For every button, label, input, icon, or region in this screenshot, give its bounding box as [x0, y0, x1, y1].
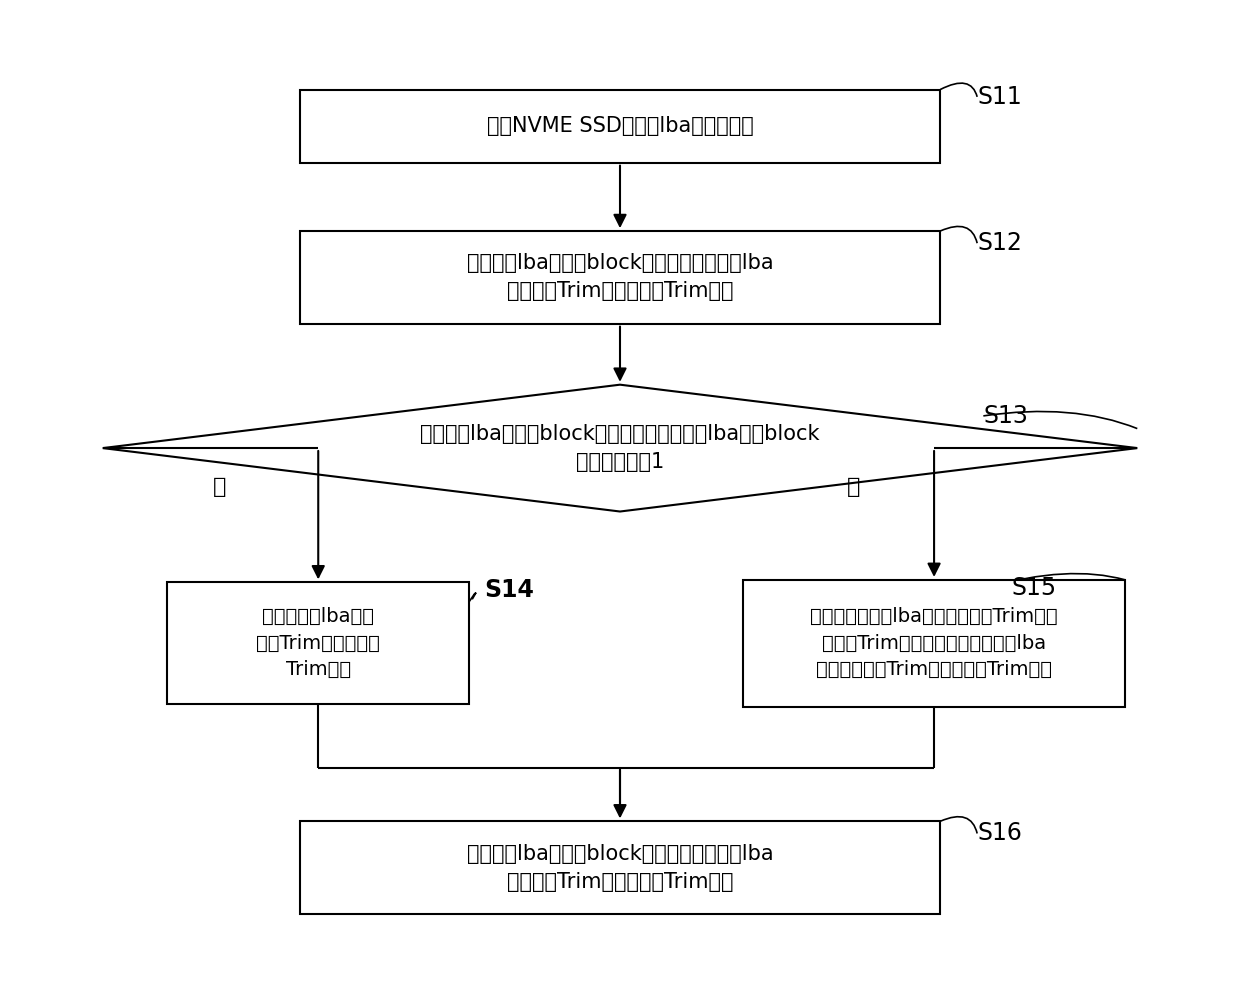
Bar — [300, 231, 940, 324]
Text: S12: S12 — [977, 231, 1022, 255]
Text: S14: S14 — [485, 578, 534, 601]
Text: 首先对所述中间lba区域逐一执行Trim命令
，验证Trim功能；其次对所述中间lba
区域同时执行Trim命令，验证Trim功能: 首先对所述中间lba区域逐一执行Trim命令 ，验证Trim功能；其次对所述中间… — [810, 607, 1058, 679]
Text: 获取NVME SSD中若干lba区域的数量: 获取NVME SSD中若干lba区域的数量 — [486, 116, 754, 136]
Text: 读取结束lba区域中block段的数量，对结束lba
区域执行Trim命令，验证Trim功能: 读取结束lba区域中block段的数量，对结束lba 区域执行Trim命令，验证… — [466, 843, 774, 892]
Bar — [300, 822, 940, 914]
Bar — [743, 580, 1125, 707]
Text: S15: S15 — [1012, 576, 1056, 599]
Polygon shape — [103, 385, 1137, 512]
Bar — [300, 90, 940, 162]
Text: 读取中间lba区域中block段的数量，判断中间lba区域block
段数量是否为1: 读取中间lba区域中block段的数量，判断中间lba区域block 段数量是否… — [420, 424, 820, 472]
Text: 对所述中间lba区域
执行Trim命令，验证
Trim功能: 对所述中间lba区域 执行Trim命令，验证 Trim功能 — [257, 607, 381, 679]
Text: S11: S11 — [977, 85, 1022, 109]
Text: S16: S16 — [977, 822, 1022, 845]
Text: 读取起始lba区域中block段的数量，对起始lba
区域执行Trim命令，验证Trim功能: 读取起始lba区域中block段的数量，对起始lba 区域执行Trim命令，验证… — [466, 253, 774, 301]
Text: S13: S13 — [983, 403, 1028, 428]
Text: 否: 否 — [847, 477, 861, 497]
Bar — [167, 583, 469, 705]
Text: 是: 是 — [213, 477, 227, 497]
